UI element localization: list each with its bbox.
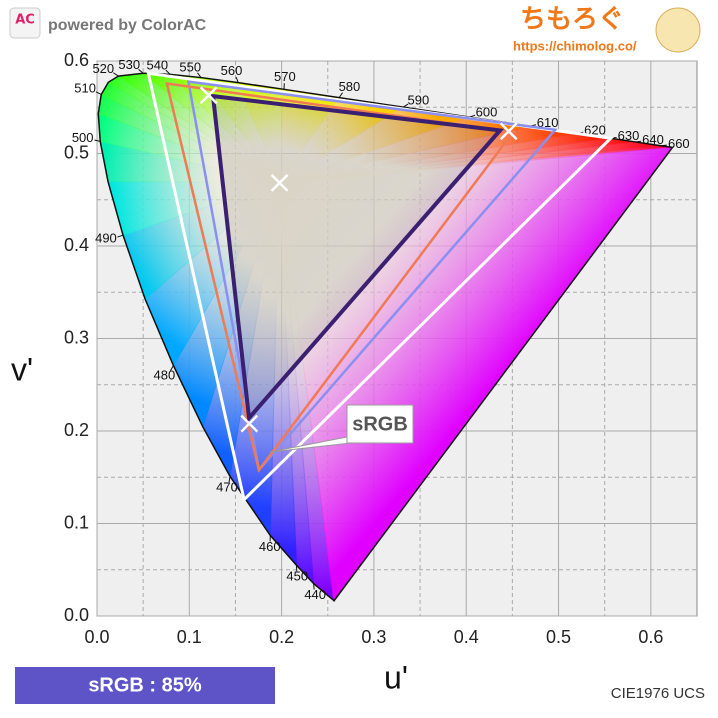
logo-box (9, 7, 41, 39)
site-name: ちもろぐ (520, 5, 624, 35)
wavelength-label: 520 (92, 61, 114, 76)
wavelength-tick (113, 72, 119, 77)
logo-text: AC (15, 13, 35, 28)
markers (199, 86, 518, 433)
wavelength-tick (235, 76, 239, 83)
wavelength-tick (469, 114, 476, 118)
wavelength-label: 460 (259, 539, 281, 554)
wavelength-label: 600 (476, 105, 498, 120)
wavelength-label: 490 (95, 230, 117, 245)
marker (270, 173, 289, 192)
x-tick-label: 0.6 (638, 627, 663, 647)
wavelength-label: 510 (74, 81, 96, 96)
wavelength-label: 630 (618, 128, 640, 143)
wavelength-tick (228, 476, 231, 483)
locus: 440 450 460 470 480 490 500 510 520 530 540 550 560 5… (72, 57, 690, 603)
y-tick-label: 0.0 (64, 605, 89, 625)
site-url: https://chimolog.co/ (513, 38, 637, 53)
callout-box (346, 404, 414, 444)
wavelength-label: 610 (537, 115, 559, 130)
wavelength-tick (138, 69, 144, 74)
wavelength-tick (165, 69, 171, 75)
badge (15, 667, 275, 704)
x-tick-label: 0.4 (454, 627, 479, 647)
x-tick-label: 0.5 (546, 627, 571, 647)
wavelength-label: 480 (154, 367, 176, 382)
wavelength-label: 640 (642, 132, 664, 147)
wavelength-tick (660, 144, 667, 147)
wavelength-tick (635, 140, 642, 143)
y-tick-label: 0.2 (64, 420, 89, 440)
marker (199, 86, 218, 105)
badge-text: sRGB : 85% (88, 674, 202, 696)
wavelength-label: 450 (286, 569, 308, 584)
axes: 0.0 0.1 0.2 0.3 0.4 0.5 0.6 0.0 0.1 0.2 0.3 0.4 0.5 0… (64, 50, 663, 647)
wavelength-label: 500 (72, 130, 94, 145)
gamut-triangle (186, 80, 558, 473)
wavelength-label: 440 (304, 587, 326, 602)
wavelength-label: 550 (179, 59, 201, 74)
wavelength-tick (197, 72, 202, 78)
wavelength-tick (169, 365, 174, 371)
x-tick-label: 0.3 (361, 627, 386, 647)
wavelength-label: 470 (216, 480, 238, 495)
x-tick-label: 0.1 (177, 627, 202, 647)
wavelength-tick (117, 234, 124, 238)
x-axis-label: u' (384, 659, 408, 695)
gamut-triangle (165, 81, 516, 473)
mascot (655, 7, 701, 53)
wavelength-tick (94, 139, 101, 142)
wavelength-label: 590 (407, 92, 429, 107)
wavelength-tick (338, 92, 343, 98)
x-tick-label: 0.2 (269, 627, 294, 647)
y-tick-label: 0.3 (64, 327, 89, 347)
y-tick-label: 0.1 (64, 512, 89, 532)
wavelength-label: 530 (118, 57, 140, 72)
marker (240, 414, 259, 433)
wavelength-label: 560 (221, 63, 243, 78)
y-tick-label: 0.5 (64, 142, 89, 162)
wavelength-label: 570 (274, 69, 296, 84)
wavelength-label: 540 (146, 57, 168, 72)
wavelength-tick (313, 583, 315, 590)
callout: sRGB (269, 404, 414, 453)
header: AC powered by ColorAC ちもろぐ https://chimo… (9, 5, 701, 53)
callout-text: sRGB (352, 413, 408, 435)
y-tick-label: 0.6 (64, 50, 89, 70)
y-axis-label: v' (11, 351, 33, 387)
x-tick-label: 0.0 (84, 627, 109, 647)
wavelength-tick (95, 91, 102, 95)
wavelength-tick (402, 103, 409, 108)
y-tick-label: 0.4 (64, 235, 89, 255)
caption: CIE1976 UCS (611, 685, 705, 702)
brand: powered by ColorAC (48, 17, 207, 34)
marker (499, 122, 518, 141)
wavelength-label: 580 (339, 79, 361, 94)
wavelength-label: 660 (668, 136, 690, 151)
